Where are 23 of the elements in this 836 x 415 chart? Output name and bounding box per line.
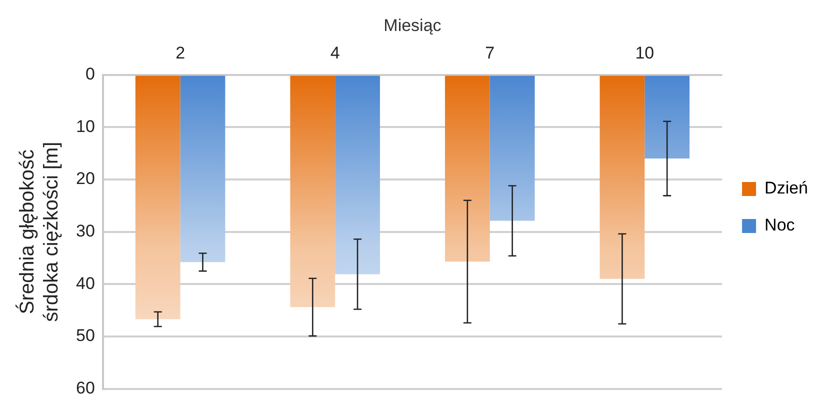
bar (490, 76, 535, 221)
y-tick-label: 40 (76, 274, 95, 293)
legend-label: Noc (764, 216, 796, 235)
legend-label: Dzień (764, 178, 808, 198)
y-tick-label: 0 (85, 64, 95, 84)
x-tick-label: 10 (635, 43, 654, 62)
bar (600, 76, 645, 279)
y-tick-label: 20 (76, 169, 95, 188)
bar (444, 76, 490, 262)
bar (135, 76, 180, 320)
bar (180, 76, 226, 262)
bar (644, 76, 690, 159)
y-axis-title: Średnia głębokość śrdoka ciężkości [m] (16, 142, 63, 322)
y-tick-label: 50 (76, 326, 95, 346)
x-tick-label: 2 (176, 43, 186, 62)
y-tick-label: 30 (76, 221, 95, 240)
y-tick-label: 60 (76, 378, 95, 398)
y-tick-label: 10 (76, 116, 95, 136)
bar (335, 76, 380, 274)
x-axis-title: Miesiąc (384, 16, 442, 35)
x-tick-label: 7 (485, 43, 495, 62)
x-tick-label: 4 (330, 43, 340, 62)
bar (290, 76, 336, 308)
